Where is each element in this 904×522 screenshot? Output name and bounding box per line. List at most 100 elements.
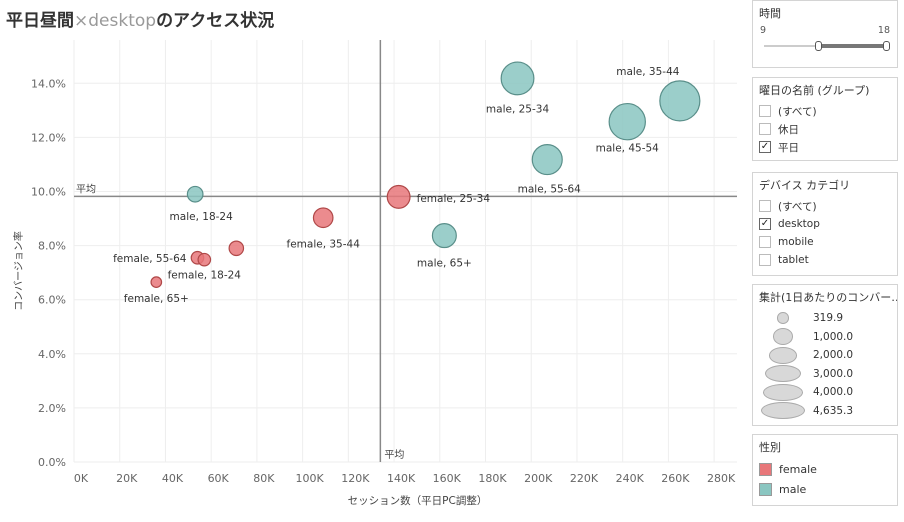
size-legend-circle <box>762 383 804 401</box>
color-swatch <box>759 462 772 476</box>
size-legend-row: 1,000.0 <box>753 328 897 347</box>
x-tick-label: 20K <box>116 472 138 485</box>
size-legend-value: 1,000.0 <box>813 330 854 343</box>
point-label: female, 25-34 <box>417 193 491 205</box>
gender-legend-label: male <box>779 482 807 496</box>
size-legend-row: 319.9 <box>753 309 897 328</box>
data-point-male <box>531 143 563 176</box>
weekday-option-label: (すべて) <box>778 105 817 118</box>
size-legend-circle-wrap <box>753 365 813 383</box>
gender-legend-rows: female male <box>753 459 897 499</box>
data-point-male <box>431 223 457 249</box>
slider-min-handle[interactable] <box>814 41 822 51</box>
scatter-chart: 0.0% 2.0% 4.0% 6.0% 8.0% 10.0% 12.0% 14.0% 0K 20K… <box>12 40 737 507</box>
size-legend-circle <box>765 365 801 383</box>
weekday-option[interactable]: 休日 <box>753 120 897 138</box>
y-tick-label: 0.0% <box>38 456 66 469</box>
size-legend-value: 4,000.0 <box>813 386 854 399</box>
y-tick-label: 12.0% <box>31 131 66 144</box>
checkbox[interactable]: ✓ <box>759 218 771 230</box>
checkbox[interactable] <box>759 105 771 117</box>
data-point-male <box>500 61 535 96</box>
size-legend-value: 319.9 <box>813 312 844 325</box>
device-option[interactable]: mobile <box>753 233 897 251</box>
checkbox[interactable] <box>759 236 771 248</box>
x-tick-label: 280K <box>707 472 736 485</box>
size-legend-value: 3,000.0 <box>813 367 854 380</box>
checkbox[interactable] <box>759 254 771 266</box>
checkbox[interactable] <box>759 123 771 135</box>
y-axis-title: コンバージョン率 <box>12 231 25 311</box>
gender-legend-item[interactable]: female <box>753 459 897 479</box>
x-tick-label: 180K <box>478 472 507 485</box>
point-label: female, 35-44 <box>287 239 361 251</box>
x-tick-label: 100K <box>296 472 325 485</box>
device-options: (すべて) ✓ desktop mobile tablet <box>753 197 897 269</box>
weekday-option[interactable]: ✓ 平日 <box>753 138 897 156</box>
y-tick-label: 8.0% <box>38 240 66 253</box>
point-label: male, 65+ <box>417 258 472 270</box>
size-legend-row: 4,000.0 <box>753 383 897 402</box>
size-legend-circle <box>777 312 789 325</box>
point-label: female, 65+ <box>124 293 189 305</box>
point-label: male, 55-64 <box>518 184 582 196</box>
x-tick-label: 220K <box>570 472 599 485</box>
x-tick-label: 160K <box>433 472 462 485</box>
device-option[interactable]: (すべて) <box>753 197 897 215</box>
data-point-female <box>228 240 245 257</box>
size-legend-circle-wrap <box>753 383 813 401</box>
data-point-male <box>608 102 646 141</box>
page-title: 平日昼間×desktopのアクセス状況 <box>6 6 274 31</box>
x-tick-label: 60K <box>208 472 230 485</box>
weekday-filter-title: 曜日の名前 (グループ) <box>759 84 870 97</box>
weekday-filter-panel: 曜日の名前 (グループ) (すべて) 休日 ✓ 平日 <box>752 77 898 161</box>
size-legend-circle <box>772 328 794 346</box>
size-legend-circle <box>768 346 798 364</box>
time-max-value: 18 <box>877 25 890 36</box>
size-legend-value: 4,635.3 <box>813 404 854 417</box>
size-legend-row: 4,635.3 <box>753 402 897 421</box>
y-average-label: 平均 <box>76 183 96 195</box>
gender-legend-label: female <box>779 462 817 476</box>
size-legend-rows: 319.9 1,000.0 2,000.0 3,000.0 4,000.0 4,635.3 <box>753 309 897 420</box>
size-legend-panel: 集計(1日あたりのコンバー… 319.9 1,000.0 2,000.0 3,000.… <box>752 284 898 426</box>
y-tick-label: 10.0% <box>31 185 66 198</box>
x-tick-label: 260K <box>661 472 690 485</box>
x-tick-label: 140K <box>387 472 416 485</box>
checkbox[interactable] <box>759 200 771 212</box>
time-range-values: 9 18 <box>753 25 897 36</box>
y-tick-label: 2.0% <box>38 402 66 415</box>
device-option-label: desktop <box>778 218 820 230</box>
data-point-female <box>386 184 411 209</box>
data-point-female <box>150 276 163 288</box>
x-tick-label: 40K <box>162 472 184 485</box>
point-label: male, 35-44 <box>616 66 680 78</box>
device-option-label: (すべて) <box>778 200 817 213</box>
y-tick-label: 4.0% <box>38 348 66 361</box>
device-option[interactable]: ✓ desktop <box>753 215 897 233</box>
color-swatch <box>759 482 772 496</box>
point-label: male, 25-34 <box>486 103 550 115</box>
slider-max-handle[interactable] <box>883 41 890 51</box>
x-tick-label: 120K <box>341 472 370 485</box>
gender-legend-title: 性別 <box>759 441 781 454</box>
gender-legend-item[interactable]: male <box>753 479 897 499</box>
weekday-options: (すべて) 休日 ✓ 平日 <box>753 102 897 156</box>
checkbox[interactable]: ✓ <box>759 141 771 153</box>
x-tick-label: 240K <box>616 472 645 485</box>
x-axis-title: セッション数（平日PC調整） <box>348 494 488 507</box>
data-point-female <box>197 252 212 267</box>
size-legend-circle-wrap <box>753 328 813 346</box>
weekday-option-label: 休日 <box>778 123 799 136</box>
time-filter-title: 時間 <box>759 7 781 20</box>
x-average-label: 平均 <box>384 449 404 461</box>
point-label: male, 18-24 <box>170 211 234 223</box>
device-option[interactable]: tablet <box>753 251 897 269</box>
data-point-male <box>659 80 701 122</box>
x-tick-label: 0K <box>74 472 89 485</box>
time-slider[interactable] <box>764 38 890 54</box>
size-legend-title: 集計(1日あたりのコンバー… <box>759 291 897 304</box>
size-legend-circle-wrap <box>753 312 813 325</box>
title-main: 平日昼間 <box>6 11 74 31</box>
weekday-option[interactable]: (すべて) <box>753 102 897 120</box>
